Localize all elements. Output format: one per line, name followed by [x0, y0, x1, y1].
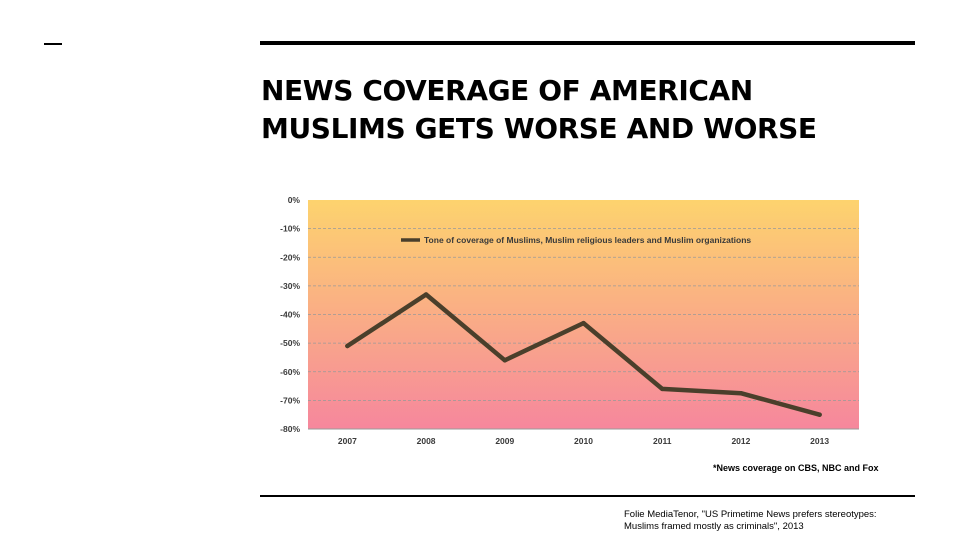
y-tick-label: -80% — [280, 424, 300, 434]
data-point — [345, 343, 350, 349]
y-tick-label: -10% — [280, 224, 300, 234]
chart-footnote: *News coverage on CBS, NBC and Fox — [713, 463, 879, 473]
decorative-dash — [44, 43, 62, 45]
slide-title: NEWS COVERAGE OF AMERICAN MUSLIMS GETS W… — [261, 72, 921, 148]
x-tick-label: 2012 — [731, 436, 750, 446]
chart-svg: 0% -10% -20% -30% -40% -50% -60% -70% -80% 2007 20… — [280, 195, 859, 446]
x-tick-label: 2008 — [417, 436, 436, 446]
x-tick-label: 2009 — [495, 436, 514, 446]
source-line-2: Muslims framed mostly as criminals", 201… — [624, 521, 804, 532]
bottom-divider — [260, 495, 915, 497]
y-tick-label: -60% — [280, 367, 300, 377]
source-line-1: Folie MediaTenor, "US Primetime News pre… — [624, 509, 877, 520]
x-tick-label: 2010 — [574, 436, 593, 446]
y-tick-label: 0% — [288, 195, 301, 205]
x-tick-label: 2013 — [810, 436, 829, 446]
x-tick-label: 2011 — [653, 436, 672, 446]
data-point — [581, 320, 586, 326]
slide-title-line-2: MUSLIMS GETS WORSE AND WORSE — [261, 112, 817, 145]
data-point — [423, 292, 429, 297]
y-tick-label: -70% — [280, 395, 300, 405]
data-point — [817, 412, 822, 417]
y-tick-label: -20% — [280, 252, 300, 262]
tone-line-chart: 0% -10% -20% -30% -40% -50% -60% -70% -80% 2007 20… — [268, 188, 868, 453]
y-tick-label: -40% — [280, 310, 300, 320]
slide-title-line-1: NEWS COVERAGE OF AMERICAN — [261, 74, 753, 107]
legend-label: Tone of coverage of Muslims, Muslim reli… — [424, 235, 751, 245]
data-point — [502, 358, 507, 363]
data-point — [738, 391, 744, 396]
x-tick-label: 2007 — [338, 436, 357, 446]
top-divider — [260, 41, 915, 45]
y-tick-label: -50% — [280, 338, 300, 348]
source-citation: Folie MediaTenor, "US Primetime News pre… — [624, 509, 924, 533]
y-tick-label: -30% — [280, 281, 300, 291]
data-point — [660, 386, 665, 392]
